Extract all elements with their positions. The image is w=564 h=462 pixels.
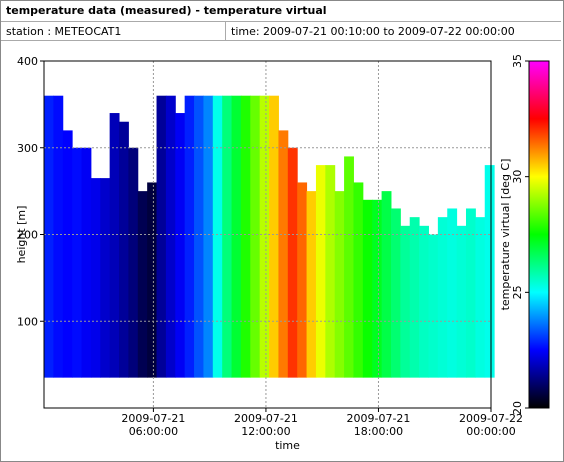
- plot-frame: [43, 60, 492, 409]
- heat-cell: [390, 208, 401, 378]
- heat-cell: [119, 121, 129, 378]
- heat-cell: [428, 234, 439, 378]
- colorbar-tick-label: 35: [511, 54, 524, 68]
- heat-cell: [175, 113, 186, 378]
- x-tick-label: 2009-07-21 12:00:00: [233, 412, 298, 438]
- heat-cell: [334, 191, 345, 378]
- heat-cell: [475, 217, 486, 378]
- x-tick-label: 2009-07-21 18:00:00: [346, 412, 411, 438]
- colorbar-tick-label: 25: [511, 285, 524, 299]
- heat-cell: [184, 95, 195, 378]
- heat-cell: [484, 165, 495, 378]
- heat-cell: [240, 95, 251, 378]
- heat-cell: [400, 225, 411, 378]
- heat-cell: [419, 225, 429, 378]
- heat-cell: [156, 95, 167, 378]
- y-tick-label: 200: [17, 229, 38, 242]
- heat-cell: [409, 217, 420, 378]
- heat-cell: [372, 199, 383, 378]
- heat-cell: [90, 178, 101, 378]
- heat-cell: [353, 182, 364, 378]
- heat-cell: [137, 191, 148, 378]
- y-tick-label: 300: [17, 142, 38, 155]
- x-tick-label: 2009-07-22 00:00:00: [459, 412, 523, 438]
- heat-cell: [278, 130, 289, 378]
- title-bar: [1, 1, 561, 22]
- colorbar: [528, 60, 550, 409]
- heat-cell: [465, 208, 476, 378]
- heat-cell: [250, 95, 261, 378]
- period: time: 2009-07-21 00:10:00 to 2009-07-22 …: [231, 25, 515, 38]
- y-tick-label: 100: [17, 315, 38, 328]
- heat-cell: [81, 147, 92, 378]
- heat-cell: [203, 95, 214, 378]
- y-tick-label: 400: [17, 55, 38, 68]
- heat-cell: [165, 95, 176, 378]
- heat-cell: [437, 217, 448, 378]
- heat-cell: [287, 147, 298, 378]
- colorbar-label: temperature virtual [deg C]: [499, 159, 512, 311]
- heat-cell: [344, 156, 354, 378]
- heat-cell: [62, 130, 73, 378]
- heat-cell: [297, 182, 308, 378]
- heat-cell: [53, 95, 64, 378]
- heat-cell: [259, 95, 270, 378]
- heat-cell: [231, 95, 242, 378]
- divider: [225, 22, 226, 40]
- x-tick-label: 2009-07-21 06:00:00: [121, 412, 186, 438]
- heat-cell: [306, 191, 317, 378]
- heat-cell: [109, 113, 120, 378]
- heat-cell: [44, 95, 54, 378]
- colorbar-tick-label: 20: [511, 401, 524, 415]
- heat-cell: [362, 199, 373, 378]
- colorbar-tick-label: 30: [511, 170, 524, 184]
- heat-cell: [222, 95, 233, 378]
- x-axis-label: time: [275, 439, 300, 452]
- heat-cell: [147, 182, 158, 378]
- heat-cell: [269, 95, 279, 378]
- info-bar: [1, 22, 561, 41]
- heat-cell: [128, 147, 139, 378]
- heat-cell: [194, 95, 204, 378]
- heat-cell: [325, 165, 336, 378]
- station: station : METEOCAT1: [6, 25, 122, 38]
- heat-cell: [456, 225, 467, 378]
- heat-cell: [72, 147, 83, 378]
- heat-cell: [381, 191, 392, 378]
- heat-cell: [212, 95, 223, 378]
- heat-cell: [447, 208, 458, 378]
- chart-title: temperature data (measured) - temperatur…: [6, 4, 327, 17]
- heat-cell: [100, 178, 111, 378]
- heat-cell: [315, 165, 326, 378]
- y-axis-label: height [m]: [15, 206, 28, 264]
